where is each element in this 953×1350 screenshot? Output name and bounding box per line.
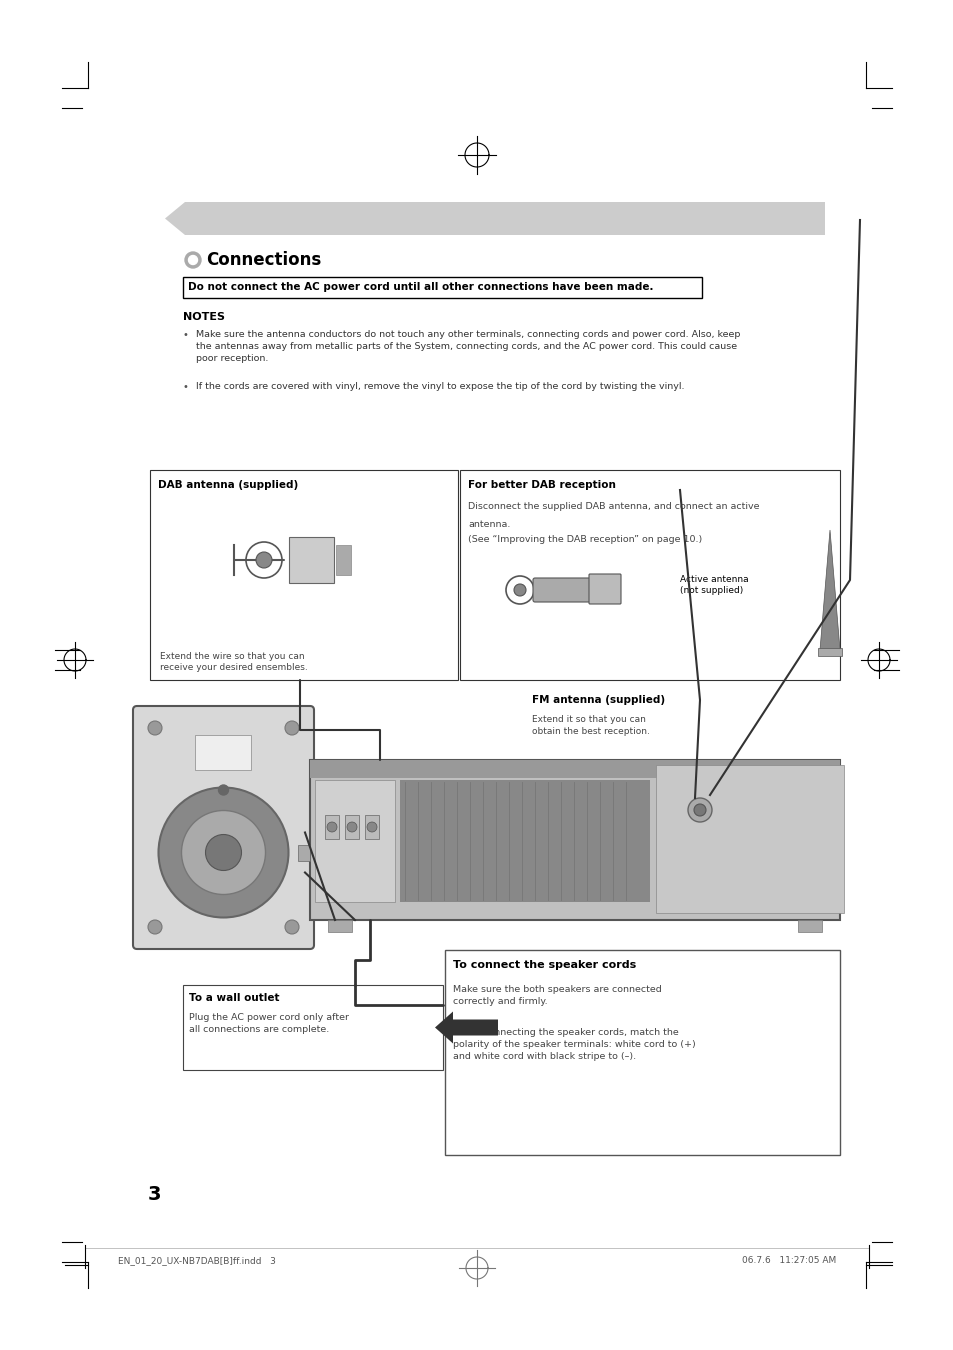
Circle shape: [285, 721, 298, 734]
Bar: [185, 202, 824, 235]
FancyBboxPatch shape: [195, 734, 252, 770]
Circle shape: [158, 787, 288, 918]
Polygon shape: [435, 1011, 497, 1044]
Polygon shape: [165, 202, 185, 235]
Circle shape: [327, 822, 336, 832]
FancyBboxPatch shape: [817, 648, 841, 656]
Text: For better DAB reception: For better DAB reception: [468, 481, 616, 490]
Text: Extend the wire so that you can
receive your desired ensembles.: Extend the wire so that you can receive …: [160, 652, 308, 672]
Text: Do not connect the AC power cord until all other connections have been made.: Do not connect the AC power cord until a…: [188, 282, 653, 293]
Circle shape: [218, 784, 229, 795]
FancyBboxPatch shape: [399, 780, 649, 902]
Text: antenna.: antenna.: [468, 520, 510, 529]
FancyBboxPatch shape: [345, 815, 358, 838]
FancyBboxPatch shape: [289, 537, 334, 583]
Text: •: •: [183, 329, 189, 340]
FancyBboxPatch shape: [797, 919, 821, 931]
Circle shape: [693, 805, 705, 815]
FancyBboxPatch shape: [325, 815, 338, 838]
Text: To a wall outlet: To a wall outlet: [189, 994, 279, 1003]
Text: Active antenna
(not supplied): Active antenna (not supplied): [679, 575, 748, 595]
Text: NOTES: NOTES: [183, 312, 225, 323]
Text: Extend it so that you can
obtain the best reception.: Extend it so that you can obtain the bes…: [532, 716, 649, 736]
Circle shape: [367, 822, 376, 832]
FancyBboxPatch shape: [588, 574, 620, 603]
Circle shape: [285, 919, 298, 934]
Text: To connect the speaker cords: To connect the speaker cords: [453, 960, 636, 971]
Text: (See “Improving the DAB reception” on page 10.): (See “Improving the DAB reception” on pa…: [468, 535, 701, 544]
Text: 3: 3: [148, 1185, 161, 1204]
Text: •: •: [183, 382, 189, 391]
Circle shape: [148, 721, 162, 734]
FancyBboxPatch shape: [297, 845, 310, 860]
Text: FM antenna (supplied): FM antenna (supplied): [532, 695, 664, 705]
Circle shape: [347, 822, 356, 832]
Circle shape: [255, 552, 272, 568]
FancyBboxPatch shape: [310, 760, 840, 919]
Text: 06.7.6   11:27:05 AM: 06.7.6 11:27:05 AM: [741, 1256, 835, 1265]
Circle shape: [185, 252, 201, 269]
Text: When connecting the speaker cords, match the
polarity of the speaker terminals: : When connecting the speaker cords, match…: [453, 1027, 695, 1061]
Circle shape: [687, 798, 711, 822]
Polygon shape: [820, 531, 840, 649]
Text: Connections: Connections: [206, 251, 321, 269]
FancyBboxPatch shape: [533, 578, 592, 602]
FancyBboxPatch shape: [335, 545, 351, 575]
Text: Make sure the antenna conductors do not touch any other terminals, connecting co: Make sure the antenna conductors do not …: [195, 329, 740, 363]
Text: If the cords are covered with vinyl, remove the vinyl to expose the tip of the c: If the cords are covered with vinyl, rem…: [195, 382, 684, 391]
Text: Plug the AC power cord only after
all connections are complete.: Plug the AC power cord only after all co…: [189, 1012, 349, 1034]
FancyBboxPatch shape: [328, 919, 352, 931]
Circle shape: [514, 585, 525, 595]
FancyBboxPatch shape: [314, 780, 395, 902]
FancyBboxPatch shape: [310, 760, 840, 778]
FancyBboxPatch shape: [365, 815, 378, 838]
FancyBboxPatch shape: [656, 765, 843, 913]
Text: EN_01_20_UX-NB7DAB[B]ff.indd   3: EN_01_20_UX-NB7DAB[B]ff.indd 3: [118, 1256, 275, 1265]
FancyBboxPatch shape: [132, 706, 314, 949]
Circle shape: [189, 255, 197, 265]
Circle shape: [148, 919, 162, 934]
Circle shape: [205, 834, 241, 871]
Text: DAB antenna (supplied): DAB antenna (supplied): [158, 481, 298, 490]
Text: Make sure the both speakers are connected
correctly and firmly.: Make sure the both speakers are connecte…: [453, 986, 661, 1006]
Text: Disconnect the supplied DAB antenna, and connect an active: Disconnect the supplied DAB antenna, and…: [468, 502, 759, 512]
Circle shape: [181, 810, 265, 895]
